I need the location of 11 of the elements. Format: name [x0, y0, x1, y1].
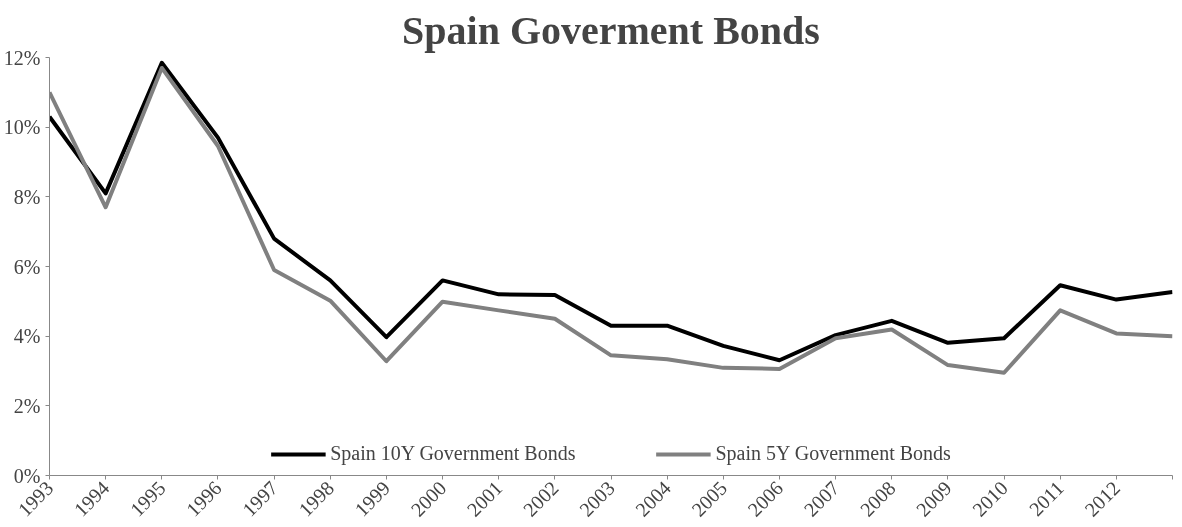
- y-tick-label: 2%: [13, 394, 41, 417]
- y-tick-label: 10%: [3, 116, 41, 139]
- y-tick-label: 4%: [13, 325, 41, 348]
- y-tick-label: 12%: [3, 46, 41, 69]
- y-tick-label: 8%: [13, 185, 41, 208]
- legend-label: Spain 5Y Government Bonds: [715, 442, 951, 465]
- x-tick-label: 2001: [462, 476, 507, 521]
- y-tick-label: 6%: [13, 255, 41, 278]
- x-tick-label: 2011: [1024, 476, 1068, 521]
- legend-label: Spain 10Y Government Bonds: [330, 442, 576, 465]
- chart-title: Spain Goverment Bonds: [402, 7, 820, 53]
